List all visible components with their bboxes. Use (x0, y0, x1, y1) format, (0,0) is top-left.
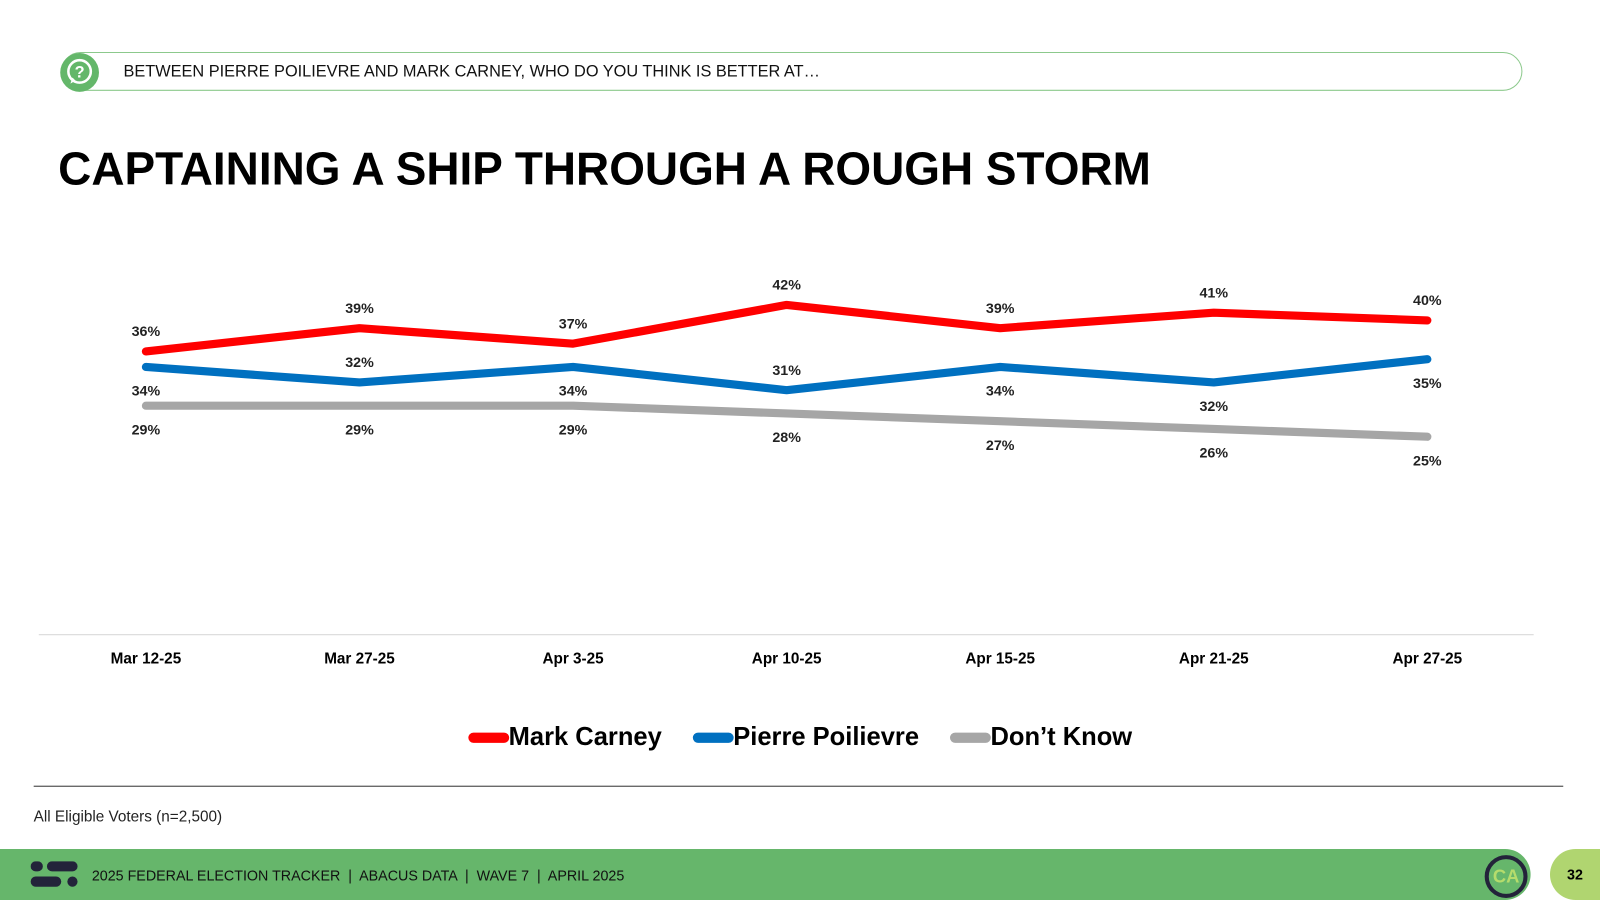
x-tick-label: Mar 27-25 (324, 650, 395, 667)
data-label: 39% (986, 301, 1015, 317)
legend-swatch (467, 732, 509, 743)
brand-dots-icon (30, 861, 78, 887)
x-tick-label: Apr 27-25 (1392, 650, 1462, 667)
series-line-0 (141, 300, 1432, 356)
data-label: 31% (772, 363, 801, 379)
data-label: 32% (345, 355, 374, 371)
footer-text: 2025 FEDERAL ELECTION TRACKER | ABACUS D… (91, 867, 625, 884)
legend-swatch (949, 732, 991, 743)
x-tick-label: Apr 21-25 (1179, 650, 1249, 667)
series-line-1 (141, 355, 1432, 395)
legend-item: Pierre Poilievre (692, 722, 919, 752)
sample-note: All Eligible Voters (n=2,500) (33, 808, 223, 826)
data-label: 34% (559, 384, 588, 400)
data-label: 35% (1413, 376, 1442, 392)
svg-text:?: ? (75, 64, 85, 82)
data-label: 39% (345, 301, 374, 317)
data-label: 36% (132, 324, 161, 340)
x-tick-label: Apr 10-25 (752, 650, 822, 667)
line-chart: Mar 12-25 Mar 27-25 Apr 3-25 Apr 10-25 Apr 1… (38, 278, 1534, 667)
data-label: 32% (1199, 399, 1228, 415)
data-label: 42% (772, 278, 801, 294)
data-label: 25% (1413, 453, 1442, 469)
data-label: 27% (986, 438, 1015, 454)
data-label: 41% (1199, 285, 1228, 301)
data-label: 28% (772, 430, 801, 446)
legend-swatch (692, 732, 734, 743)
question-text: BETWEEN PIERRE POILIEVRE AND MARK CARNEY… (123, 63, 820, 81)
chart-title: CAPTAINING A SHIP THROUGH A ROUGH STORM (58, 142, 1151, 195)
series-line-2 (141, 401, 1432, 441)
data-label: 26% (1199, 446, 1228, 462)
legend-label: Mark Carney (508, 722, 662, 752)
data-label: 40% (1413, 293, 1442, 309)
data-label: 29% (132, 422, 161, 438)
legend-label: Pierre Poilievre (733, 722, 920, 752)
x-tick-label: Apr 3-25 (542, 650, 604, 667)
data-label: 34% (132, 384, 161, 400)
page-number: 32 (1549, 848, 1600, 900)
data-label: 29% (345, 422, 374, 438)
data-label: 37% (559, 316, 588, 332)
x-tick-label: Apr 15-25 (965, 650, 1035, 667)
legend: Mark Carney Pierre Poilievre Don’t Know (0, 722, 1600, 752)
data-label: 34% (986, 384, 1015, 400)
footer-bar (0, 848, 1531, 900)
question-icon: ? (60, 53, 99, 92)
x-tick-label: Mar 12-25 (111, 650, 182, 667)
legend-label: Don’t Know (990, 722, 1133, 752)
divider (33, 785, 1564, 787)
abacus-logo: CA (1484, 855, 1528, 898)
legend-item: Mark Carney (467, 722, 662, 752)
legend-item: Don’t Know (949, 722, 1133, 752)
data-label: 29% (559, 422, 588, 438)
